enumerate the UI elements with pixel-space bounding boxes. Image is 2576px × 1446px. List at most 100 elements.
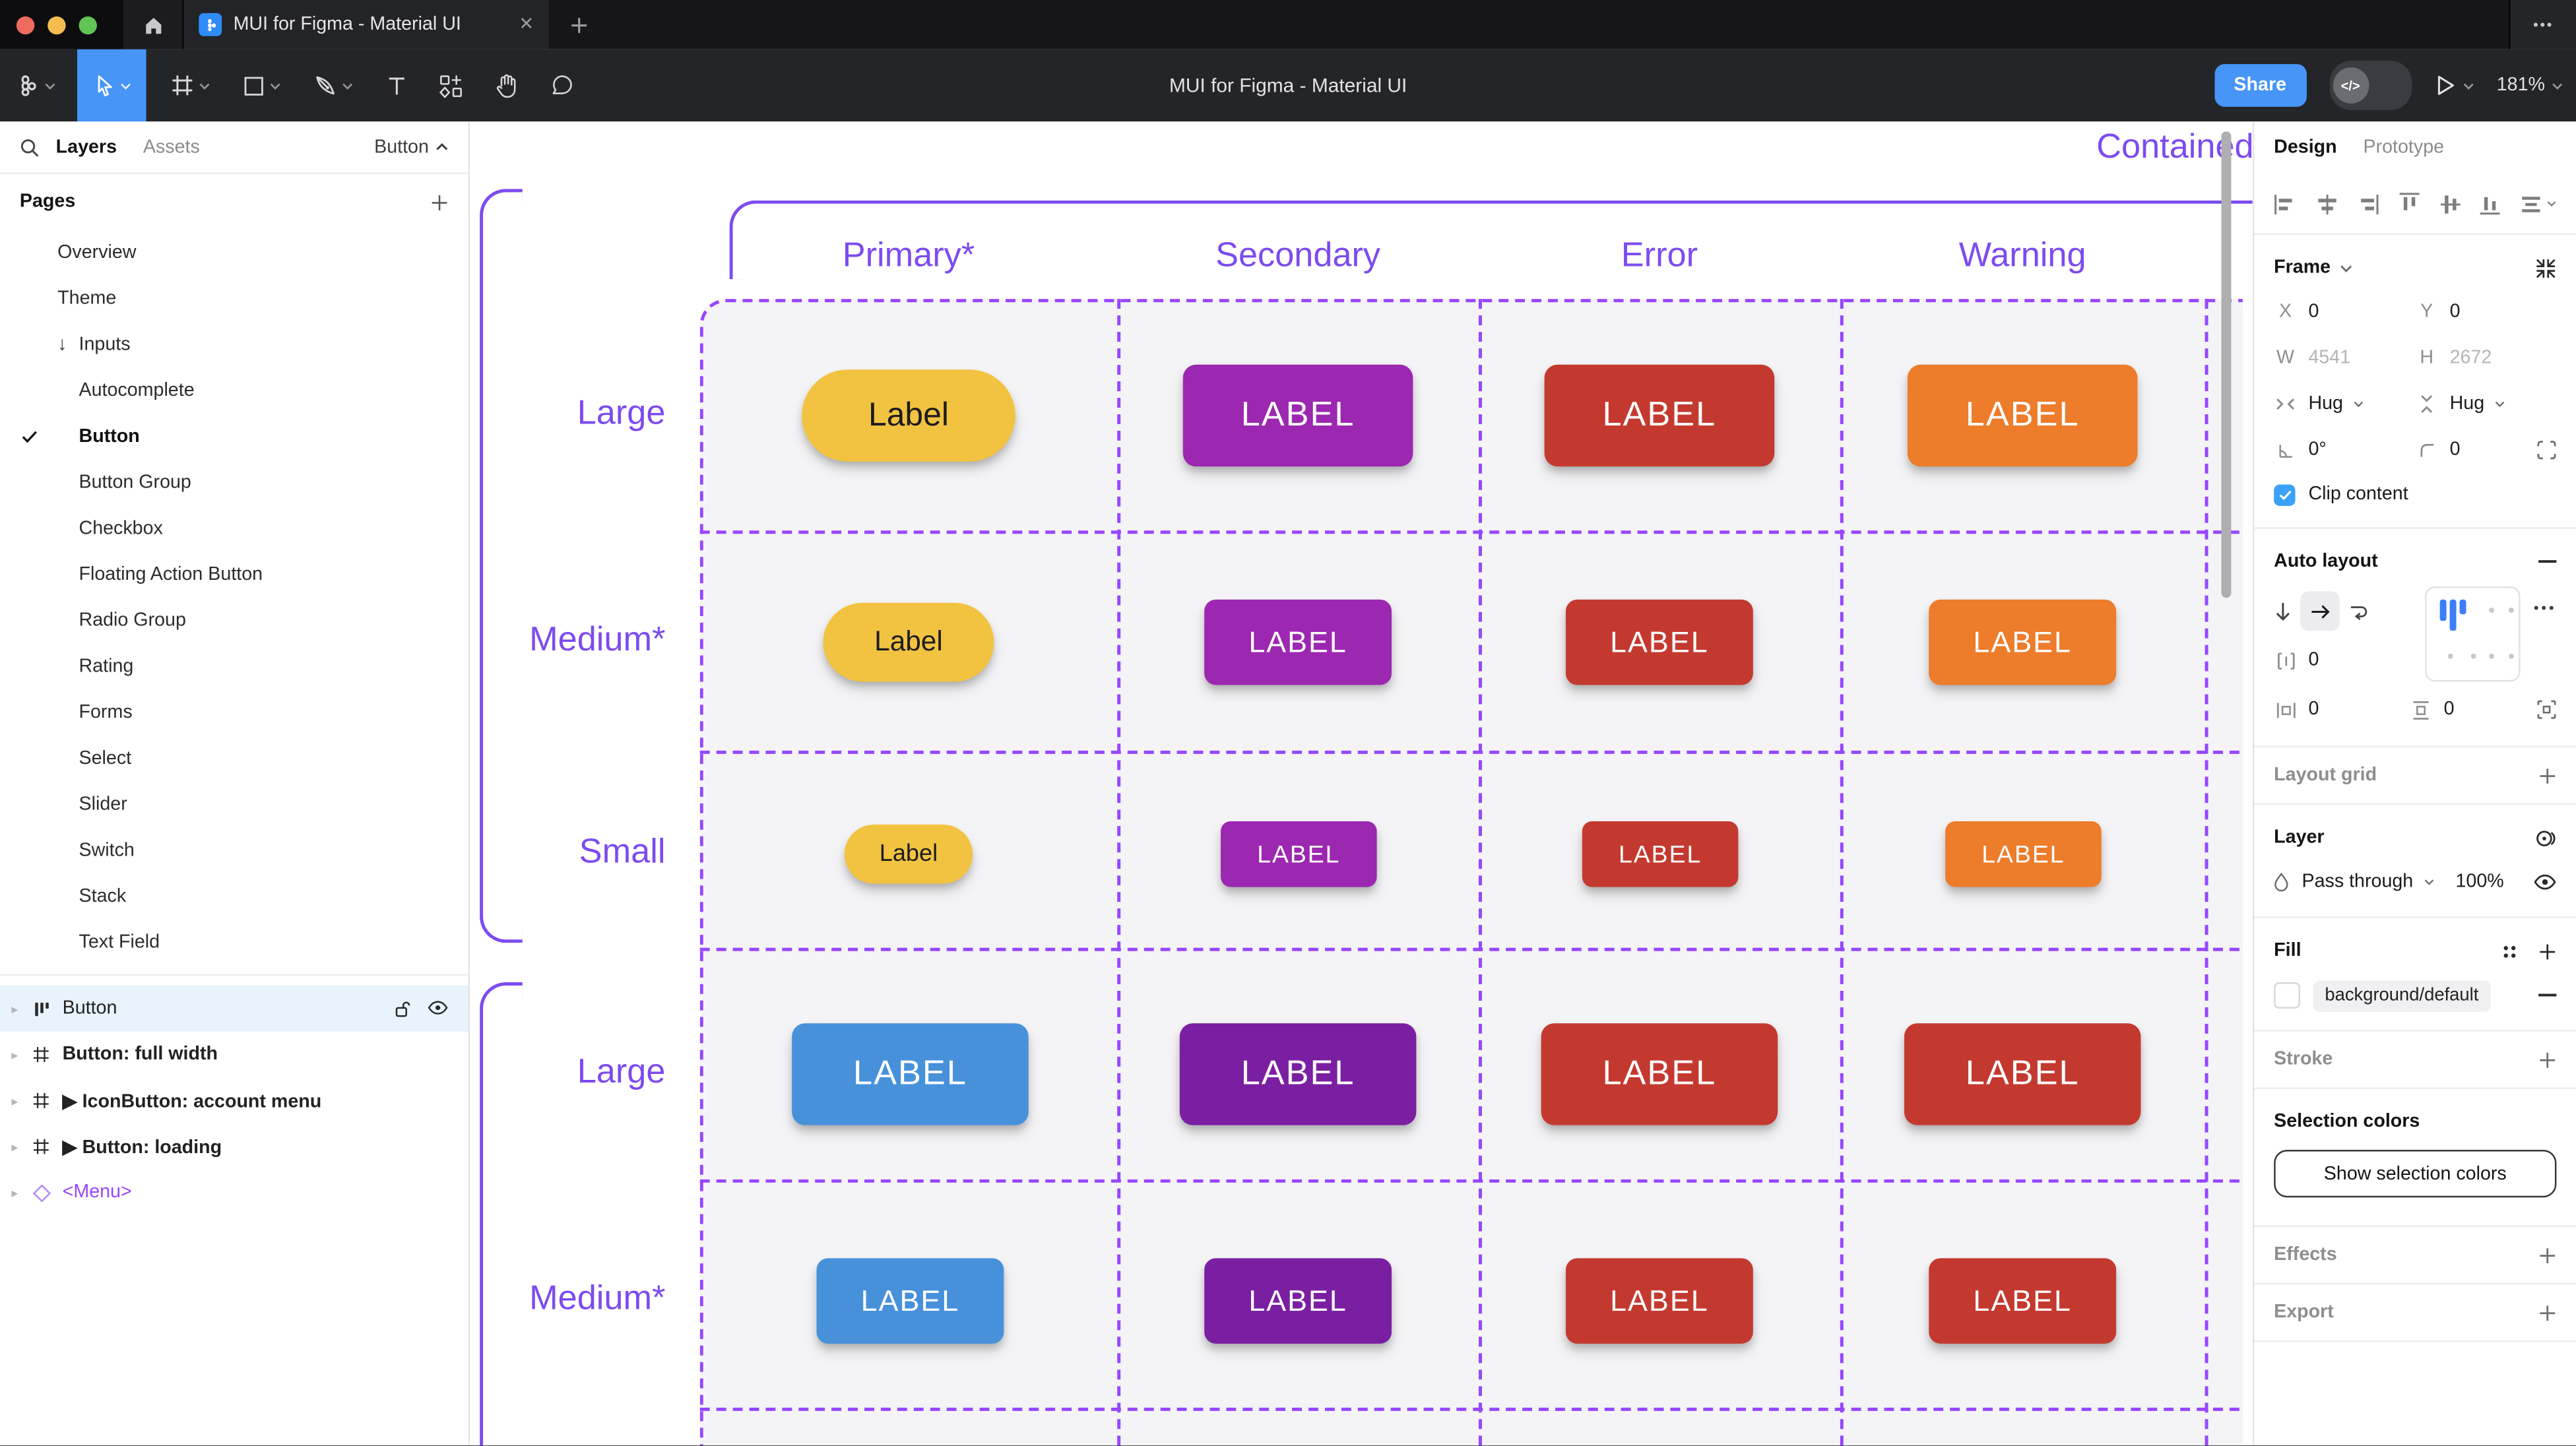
individual-padding-icon[interactable] [2537,700,2557,720]
move-tool-button[interactable] [77,49,146,122]
layout-down-icon[interactable] [2274,600,2292,621]
fill-color-swatch[interactable] [2274,982,2300,1009]
blend-mode-select[interactable]: Pass through [2302,872,2434,892]
horizontal-sizing-field[interactable]: Hug [2274,381,2415,427]
align-vertical-center-icon[interactable] [2439,193,2461,214]
horizontal-padding-value[interactable]: 0 [2308,699,2319,720]
add-effect-button[interactable] [2538,1246,2556,1264]
remove-auto-layout-button[interactable] [2538,560,2557,563]
text-tool-button[interactable] [375,49,418,122]
height-field[interactable]: H 2672 [2415,335,2556,381]
dev-mode-toggle[interactable]: </> [2329,61,2412,110]
align-horizontal-center-icon[interactable] [2316,193,2337,214]
button-component[interactable]: LABEL [1945,821,2102,887]
page-item-forms[interactable]: Forms [79,703,133,723]
distribute-menu[interactable] [2521,195,2557,212]
show-selection-colors-button[interactable]: Show selection colors [2274,1150,2557,1198]
shape-tool-button[interactable] [235,49,289,122]
page-item-overview[interactable]: Overview [57,243,137,263]
page-selector[interactable]: Button [374,137,449,157]
page-item-autocomplete[interactable]: Autocomplete [79,381,195,401]
page-item-text-field[interactable]: Text Field [79,933,160,953]
layout-right-icon[interactable] [2300,591,2340,631]
layer-visibility-icon[interactable] [2534,874,2557,891]
rotation-field[interactable]: 0° [2274,427,2415,473]
button-component[interactable]: LABEL [792,1023,1029,1125]
align-right-icon[interactable] [2356,193,2379,214]
add-page-button[interactable] [430,193,448,211]
add-layout-grid-button[interactable] [2538,767,2556,784]
layer-row-button[interactable]: ▸ Button [0,986,468,1032]
page-item-stack[interactable]: Stack [79,887,127,907]
page-item-switch[interactable]: Switch [79,840,135,861]
corner-radius-field[interactable]: 0 [2415,427,2556,473]
canvas[interactable]: Contained Primary* Secondary Error Warni… [470,121,2253,1446]
button-component[interactable]: LABEL [1582,821,1739,887]
tab-layers[interactable]: Layers [55,137,117,157]
unlock-icon[interactable] [395,999,411,1017]
button-component[interactable]: LABEL [1204,1258,1392,1344]
share-button[interactable]: Share [2214,64,2306,107]
button-component[interactable]: LABEL [1179,1023,1417,1125]
resources-tool-button[interactable] [427,49,473,122]
hand-tool-button[interactable] [483,49,529,122]
collapse-panel-icon[interactable] [2535,257,2556,278]
pen-tool-button[interactable] [306,49,362,122]
page-item-radio-group[interactable]: Radio Group [79,611,186,631]
button-component[interactable]: LABEL [1182,364,1413,467]
layer-row-button-loading[interactable]: ▸ ▶ Button: loading [11,1138,222,1158]
width-field[interactable]: W 4541 [2274,335,2415,381]
zoom-window-button[interactable] [79,15,97,34]
window-more-menu[interactable]: ••• [2509,0,2576,49]
layer-row-menu-instance[interactable]: ▸ <Menu> [11,1182,132,1203]
page-item-inputs[interactable]: ↓ Inputs [57,334,131,355]
tab-mui-for-figma[interactable]: MUI for Figma - Material UI ✕ [183,0,549,49]
button-component[interactable]: LABEL [1204,599,1392,685]
page-item-rating[interactable]: Rating [79,657,134,677]
button-component[interactable]: LABEL [1541,1023,1778,1125]
item-spacing-field[interactable]: 0 [2274,636,2412,685]
button-component[interactable]: LABEL [1907,364,2138,467]
add-stroke-button[interactable] [2538,1050,2556,1068]
main-menu-button[interactable] [0,49,64,122]
close-tab-icon[interactable]: ✕ [519,14,534,34]
blend-mode-icon[interactable] [2535,827,2556,848]
tab-prototype[interactable]: Prototype [2363,138,2445,158]
button-component[interactable]: LABEL [1929,1258,2117,1344]
expand-chevron-icon[interactable]: ▸ [11,1185,18,1200]
button-component[interactable]: Label [844,824,973,884]
page-item-floating-action-button[interactable]: Floating Action Button [79,565,263,585]
align-left-icon[interactable] [2274,193,2297,214]
new-tab-button[interactable] [549,0,589,49]
layer-row-iconbutton-account-menu[interactable]: ▸ ▶ IconButton: account menu [11,1092,322,1112]
tab-design[interactable]: Design [2274,138,2337,158]
button-component[interactable]: LABEL [1544,364,1775,467]
comment-tool-button[interactable] [539,49,585,122]
expand-chevron-icon[interactable]: ▸ [11,1047,18,1062]
home-button[interactable] [121,0,184,49]
frame-section-title[interactable]: Frame [2274,257,2331,278]
layer-row-button-full-width[interactable]: ▸ Button: full width [11,1044,218,1065]
present-button[interactable] [2434,74,2474,97]
search-icon[interactable] [20,137,40,157]
button-component[interactable]: LABEL [1221,821,1377,887]
canvas-scrollbar[interactable] [2221,131,2232,598]
visibility-eye-icon[interactable] [427,999,448,1014]
minimize-window-button[interactable] [48,15,66,34]
align-top-icon[interactable] [2399,192,2420,215]
vertical-padding-value[interactable]: 0 [2443,699,2455,720]
page-item-button-group[interactable]: Button Group [79,473,191,493]
frame-tool-button[interactable] [163,49,219,122]
auto-layout-more-button[interactable]: ••• [2533,599,2557,616]
button-component[interactable]: LABEL [1565,1258,1753,1344]
button-component[interactable]: Label [823,602,994,682]
button-component[interactable]: Label [802,369,1015,462]
button-component[interactable]: LABEL [1929,599,2117,685]
vertical-sizing-field[interactable]: Hug [2415,381,2556,427]
styles-grid-icon[interactable] [2501,942,2519,960]
fill-row[interactable]: background/default [2254,972,2576,1019]
page-item-checkbox[interactable]: Checkbox [79,519,163,539]
independent-corners-icon[interactable] [2537,440,2557,460]
